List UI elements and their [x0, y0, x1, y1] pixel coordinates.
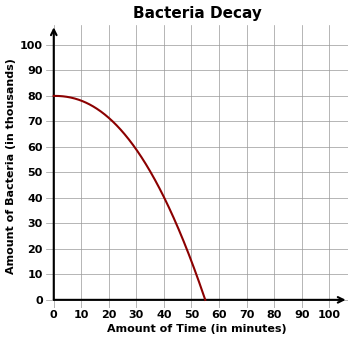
Y-axis label: Amount of Bacteria (in thousands): Amount of Bacteria (in thousands)	[6, 58, 16, 274]
Title: Bacteria Decay: Bacteria Decay	[132, 5, 261, 20]
X-axis label: Amount of Time (in minutes): Amount of Time (in minutes)	[107, 324, 287, 335]
